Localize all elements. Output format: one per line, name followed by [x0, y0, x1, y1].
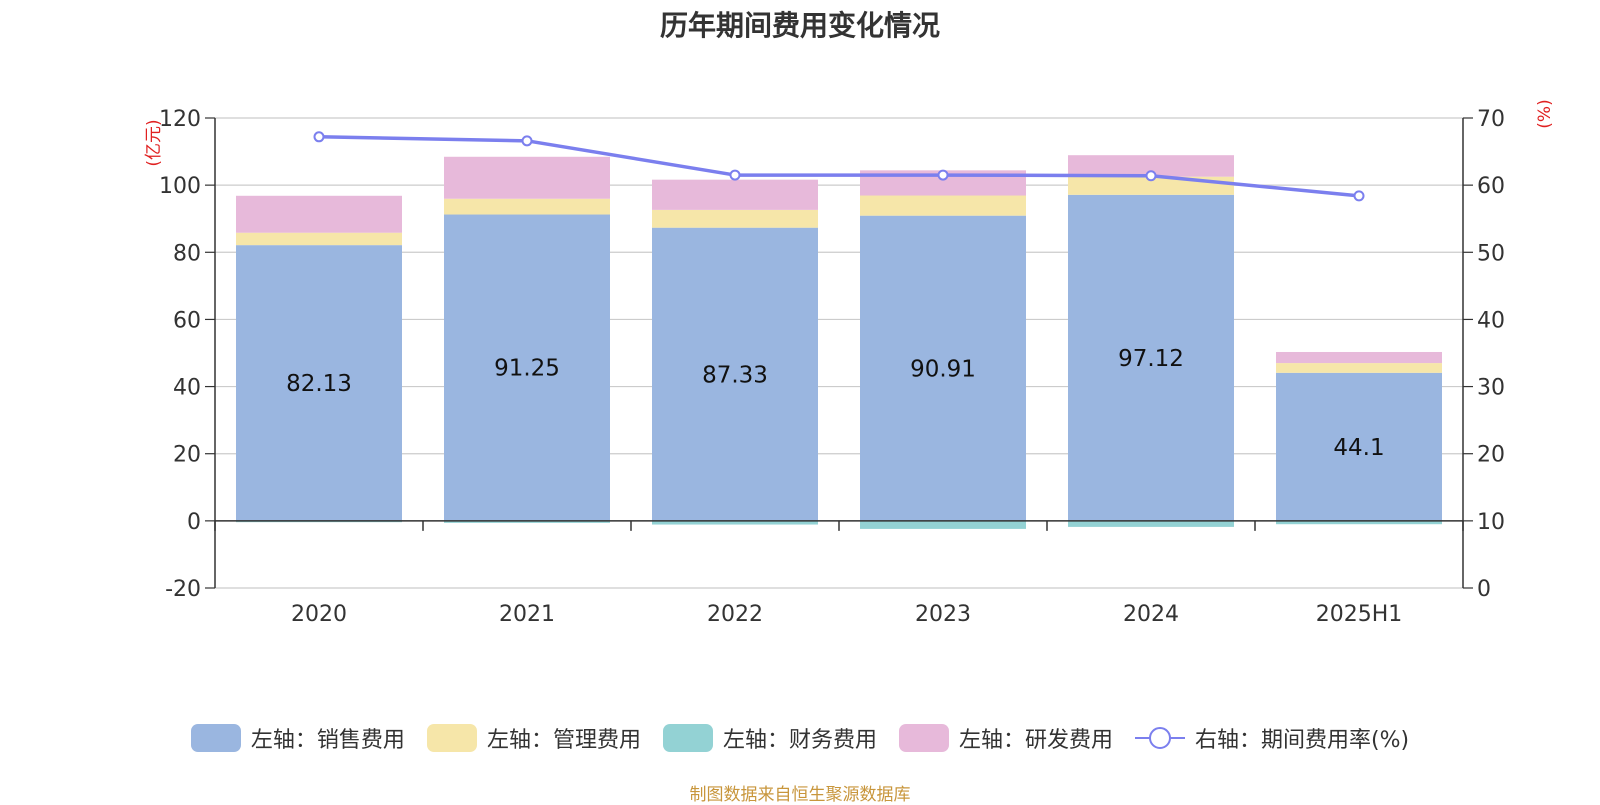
category-label: 2021: [499, 602, 555, 627]
legend-label: 左轴：销售费用: [250, 728, 405, 753]
legend-label: 左轴：研发费用: [958, 728, 1113, 753]
bar-segment: [1068, 520, 1234, 527]
legend-label: 左轴：管理费用: [486, 728, 641, 753]
bar-segment: [1068, 194, 1234, 521]
legend-item[interactable]: 左轴：销售费用: [190, 722, 405, 754]
left-tick-label: 60: [173, 308, 201, 333]
right-tick-label: 10: [1477, 510, 1505, 535]
legend-swatch: [190, 724, 241, 752]
left-tick-label: 0: [187, 510, 201, 535]
bar-value-label: 91.25: [494, 356, 560, 382]
bar-value-label: 90.91: [910, 356, 976, 382]
data-labels: 82.13 91.25 87.33 90.91 97.12 44.1: [286, 346, 1385, 461]
legend-label: 右轴：期间费用率(%): [1194, 728, 1410, 753]
right-tick-label: 20: [1477, 443, 1505, 468]
right-axis-unit: (%): [1535, 99, 1555, 128]
rate-point: [1353, 190, 1365, 202]
category-label: 2024: [1123, 602, 1179, 627]
bar-segment: [652, 227, 818, 521]
bar-segment: [652, 209, 818, 228]
bar-segment: [860, 520, 1026, 529]
bar-value-label: 97.12: [1118, 346, 1184, 372]
source-note: 制图数据来自恒生聚源数据库: [689, 785, 911, 805]
legend-item[interactable]: 左轴：研发费用: [898, 722, 1113, 754]
bar-layer: [236, 155, 1442, 529]
left-tick-label: 120: [159, 107, 201, 132]
legend-item[interactable]: 左轴：管理费用: [426, 722, 641, 754]
left-tick-label: 20: [173, 443, 201, 468]
chart-canvas: 120100806040200-20706050403020100(亿元)(%)…: [144, 99, 1555, 627]
bar-segment: [236, 195, 402, 233]
rate-point: [729, 169, 741, 181]
legend-line-icon: [1134, 724, 1185, 752]
bar-segment: [444, 198, 610, 215]
bar-segment: [1276, 520, 1442, 525]
right-tick-label: 70: [1477, 107, 1505, 132]
category-label: 2020: [291, 602, 347, 627]
bar-segment: [236, 245, 402, 521]
category-label: 2025H1: [1316, 602, 1403, 627]
category-label: 2023: [915, 602, 971, 627]
right-tick-label: 0: [1477, 577, 1491, 602]
bar-segment: [1276, 372, 1442, 521]
bar-segment: [860, 215, 1026, 521]
bar-value-label: 87.33: [702, 362, 768, 388]
bar-value-label: 44.1: [1333, 435, 1384, 461]
axes: 120100806040200-20706050403020100(亿元)(%)…: [144, 99, 1555, 627]
rate-point: [1145, 170, 1157, 182]
legend-swatch: [426, 724, 477, 752]
bar-segment: [444, 520, 610, 523]
left-tick-label: 80: [173, 241, 201, 266]
rate-point: [313, 131, 325, 143]
legend: 左轴：销售费用 左轴：管理费用 左轴：财务费用 左轴：研发费用 右轴：期间费用率(%): [0, 722, 1600, 754]
rate-line: [318, 135, 1360, 198]
left-tick-label: 40: [173, 376, 201, 401]
bar-segment: [1068, 155, 1234, 177]
right-tick-label: 30: [1477, 376, 1505, 401]
left-tick-label: 100: [159, 174, 201, 199]
legend-swatch: [662, 724, 713, 752]
chart-title: 历年期间费用变化情况: [659, 9, 940, 42]
bar-segment: [236, 232, 402, 246]
right-tick-label: 60: [1477, 174, 1505, 199]
rate-point: [521, 135, 533, 147]
left-axis-unit: (亿元): [144, 119, 164, 166]
bar-segment: [652, 179, 818, 210]
left-tick-label: -20: [165, 577, 201, 602]
rate-point: [937, 169, 949, 181]
bar-segment: [1276, 363, 1442, 373]
bar-value-label: 82.13: [286, 371, 352, 397]
legend-item[interactable]: 左轴：财务费用: [662, 722, 877, 754]
right-tick-label: 40: [1477, 308, 1505, 333]
legend-swatch: [898, 724, 949, 752]
bar-segment: [652, 520, 818, 525]
bar-segment: [444, 156, 610, 199]
legend-item[interactable]: 右轴：期间费用率(%): [1134, 722, 1410, 754]
category-label: 2022: [707, 602, 763, 627]
bar-segment: [1276, 351, 1442, 364]
legend-label: 左轴：财务费用: [722, 728, 877, 753]
rate-line-layer: [313, 131, 1365, 202]
bar-segment: [860, 195, 1026, 216]
right-tick-label: 50: [1477, 241, 1505, 266]
bar-segment: [444, 214, 610, 521]
